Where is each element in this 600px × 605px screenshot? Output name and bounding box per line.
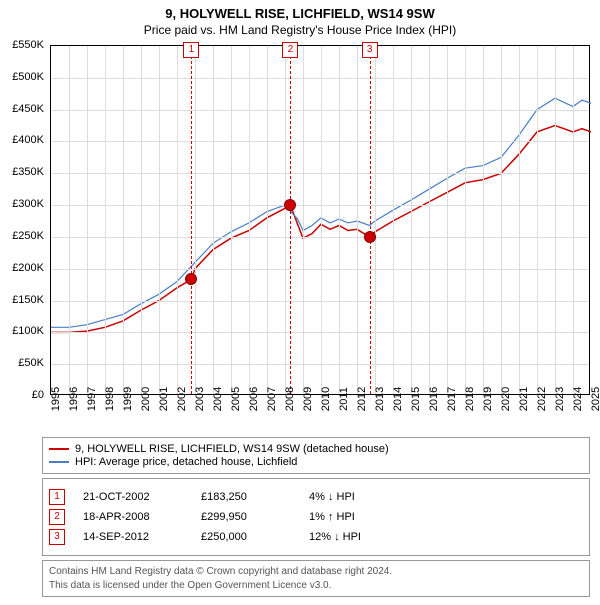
- x-axis-label: 2022: [536, 387, 548, 411]
- x-axis-label: 2008: [284, 387, 296, 411]
- marker-number-box: 2: [282, 42, 298, 58]
- chart: 123 £0£50K£100K£150K£200K£250K£300K£350K…: [50, 45, 590, 395]
- x-axis-label: 2018: [464, 387, 476, 411]
- y-axis-label: £100K: [12, 325, 44, 337]
- x-axis-label: 2012: [356, 387, 368, 411]
- attribution-line: Contains HM Land Registry data © Crown c…: [49, 565, 583, 579]
- transactions-table: 1 21-OCT-2002 £183,250 4% ↓ HPI 2 18-APR…: [42, 478, 590, 556]
- x-axis-label: 2004: [212, 387, 224, 411]
- x-axis-label: 1998: [104, 387, 116, 411]
- marker-box: 2: [49, 509, 65, 525]
- attribution: Contains HM Land Registry data © Crown c…: [42, 560, 590, 597]
- legend-swatch: [49, 448, 69, 450]
- transaction-diff: 12% ↓ HPI: [309, 531, 361, 543]
- x-axis-label: 2006: [248, 387, 260, 411]
- x-axis-label: 2003: [194, 387, 206, 411]
- table-row: 2 18-APR-2008 £299,950 1% ↑ HPI: [49, 509, 583, 525]
- transaction-date: 21-OCT-2002: [83, 491, 183, 503]
- x-axis-label: 2023: [554, 387, 566, 411]
- x-axis-label: 2011: [338, 387, 350, 411]
- transaction-date: 14-SEP-2012: [83, 531, 183, 543]
- y-axis-label: £300K: [12, 198, 44, 210]
- legend: 9, HOLYWELL RISE, LICHFIELD, WS14 9SW (d…: [42, 437, 590, 474]
- y-axis-label: £350K: [12, 166, 44, 178]
- x-axis-label: 1997: [86, 387, 98, 411]
- title-line1: 9, HOLYWELL RISE, LICHFIELD, WS14 9SW: [0, 6, 600, 21]
- title-area: 9, HOLYWELL RISE, LICHFIELD, WS14 9SW Pr…: [0, 0, 600, 37]
- marker-number-box: 3: [362, 42, 378, 58]
- x-axis-label: 2001: [158, 387, 170, 411]
- y-axis-label: £500K: [12, 71, 44, 83]
- x-axis-label: 1999: [122, 387, 134, 411]
- x-axis-label: 2007: [266, 387, 278, 411]
- plot-area: 1 2 3: [50, 45, 590, 395]
- transaction-date: 18-APR-2008: [83, 511, 183, 523]
- marker-point: [284, 199, 296, 211]
- y-axis-label: £200K: [12, 262, 44, 274]
- transaction-price: £299,950: [201, 511, 291, 523]
- legend-swatch: [49, 461, 69, 463]
- x-axis-label: 2017: [446, 387, 458, 411]
- legend-item: 9, HOLYWELL RISE, LICHFIELD, WS14 9SW (d…: [49, 443, 583, 455]
- x-axis-label: 2014: [392, 387, 404, 411]
- y-axis-label: £550K: [12, 39, 44, 51]
- marker-point: [364, 231, 376, 243]
- transaction-price: £183,250: [201, 491, 291, 503]
- marker-box: 1: [49, 489, 65, 505]
- title-line2: Price paid vs. HM Land Registry's House …: [0, 23, 600, 37]
- x-axis-label: 2010: [320, 387, 332, 411]
- x-axis-label: 2020: [500, 387, 512, 411]
- x-axis-label: 2015: [410, 387, 422, 411]
- y-axis-label: £0: [32, 389, 44, 401]
- x-axis-label: 2000: [140, 387, 152, 411]
- x-axis-label: 2019: [482, 387, 494, 411]
- transaction-diff: 1% ↑ HPI: [309, 511, 355, 523]
- table-row: 3 14-SEP-2012 £250,000 12% ↓ HPI: [49, 529, 583, 545]
- legend-item: HPI: Average price, detached house, Lich…: [49, 456, 583, 468]
- x-axis-label: 2016: [428, 387, 440, 411]
- page-root: 9, HOLYWELL RISE, LICHFIELD, WS14 9SW Pr…: [0, 0, 600, 597]
- y-axis-label: £150K: [12, 294, 44, 306]
- y-axis-label: £400K: [12, 134, 44, 146]
- x-axis-label: 1996: [68, 387, 80, 411]
- x-axis-label: 2013: [374, 387, 386, 411]
- legend-label: HPI: Average price, detached house, Lich…: [75, 456, 297, 468]
- x-axis-label: 1995: [50, 387, 62, 411]
- table-row: 1 21-OCT-2002 £183,250 4% ↓ HPI: [49, 489, 583, 505]
- x-axis-label: 2009: [302, 387, 314, 411]
- marker-box: 3: [49, 529, 65, 545]
- transaction-price: £250,000: [201, 531, 291, 543]
- marker-point: [185, 273, 197, 285]
- x-axis-label: 2025: [590, 387, 600, 411]
- y-axis-label: £250K: [12, 230, 44, 242]
- x-axis-label: 2021: [518, 387, 530, 411]
- y-axis-label: £450K: [12, 103, 44, 115]
- y-axis-label: £50K: [18, 357, 44, 369]
- transaction-diff: 4% ↓ HPI: [309, 491, 355, 503]
- x-axis-label: 2024: [572, 387, 584, 411]
- x-axis-label: 2002: [176, 387, 188, 411]
- legend-label: 9, HOLYWELL RISE, LICHFIELD, WS14 9SW (d…: [75, 443, 389, 455]
- marker-number-box: 1: [183, 42, 199, 58]
- x-axis-label: 2005: [230, 387, 242, 411]
